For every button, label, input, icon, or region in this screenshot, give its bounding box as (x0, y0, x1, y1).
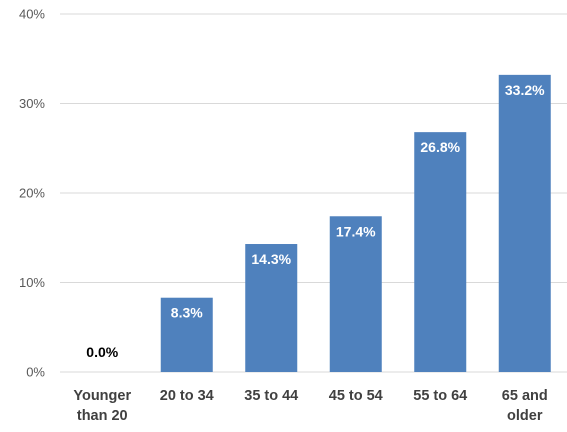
bars (160, 74, 551, 373)
category-label: 55 to 64 (413, 388, 467, 404)
category-label-line: 45 to 54 (329, 388, 383, 404)
y-tick-label: 10% (19, 275, 45, 290)
data-label: 0.0% (86, 344, 118, 360)
category-label-line: 65 and (502, 388, 548, 404)
category-label-line: 20 to 34 (160, 388, 214, 404)
bar (414, 132, 467, 372)
category-label: 20 to 34 (160, 388, 214, 404)
y-tick-label: 20% (19, 186, 45, 201)
y-tick-label: 30% (19, 96, 45, 111)
category-label-line: 55 to 64 (413, 388, 467, 404)
category-label: 35 to 44 (244, 388, 298, 404)
data-label: 17.4% (336, 223, 376, 239)
bar (160, 297, 213, 372)
data-label: 33.2% (505, 82, 545, 98)
category-label-line: Younger (73, 388, 131, 404)
category-label: 45 to 54 (329, 388, 383, 404)
y-tick-label: 0% (26, 365, 45, 380)
category-label-line: 35 to 44 (244, 388, 298, 404)
data-label: 14.3% (251, 251, 291, 267)
bar (245, 244, 298, 372)
y-axis-tick-labels: 0% 10% 20% 30% 40% (19, 7, 45, 380)
category-label: Younger than 20 (73, 388, 131, 424)
category-label: 65 and older (502, 388, 548, 424)
bar (498, 74, 551, 373)
data-label: 8.3% (171, 305, 203, 321)
x-axis-category-labels: Younger than 20 20 to 34 35 to 44 45 to 54 55… (73, 388, 547, 424)
category-label-line: than 20 (77, 408, 128, 424)
data-label: 26.8% (420, 139, 460, 155)
y-tick-label: 40% (19, 7, 45, 22)
category-label-line: older (507, 408, 543, 424)
bar (329, 216, 382, 372)
data-labels: 0.0% 8.3% 14.3% 17.4% 26.8% 33.2% (86, 82, 545, 360)
gridlines (60, 13, 567, 373)
